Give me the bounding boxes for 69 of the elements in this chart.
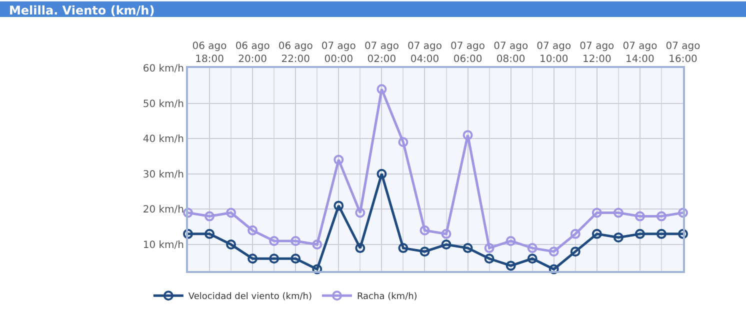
point: [570, 246, 580, 257]
point: [484, 254, 494, 264]
y-tick-label: 30 km/h: [142, 169, 184, 180]
point: [290, 236, 301, 246]
point: [204, 211, 215, 222]
point: [484, 243, 494, 254]
point: [334, 154, 344, 165]
point: [570, 228, 580, 239]
point: [269, 236, 280, 246]
legend-label: Racha (km/h): [356, 292, 418, 302]
point: [506, 260, 516, 271]
point: [634, 228, 645, 239]
y-tick-label: 50 km/h: [142, 98, 184, 110]
point: [678, 208, 688, 218]
x-tick-label: 07 ago 16:00: [666, 41, 700, 65]
x-tick-label: 07 ago 10:00: [536, 41, 572, 65]
point: [527, 254, 538, 264]
point: [269, 254, 280, 264]
point: [462, 130, 473, 140]
point: [204, 228, 215, 239]
point: [420, 246, 430, 257]
point: [248, 254, 258, 264]
x-tick-label: 07 ago 08:00: [494, 41, 528, 65]
point: [656, 228, 666, 239]
point: [312, 264, 322, 274]
point: [441, 228, 452, 239]
x-tick-label: 06 ago 18:00: [192, 41, 227, 65]
point: [548, 246, 559, 257]
point: [656, 211, 666, 222]
text: Melilla. Viento (km/h): [8, 4, 155, 18]
x-tick-label: 07 ago 06:00: [450, 41, 486, 65]
point: [420, 225, 430, 236]
x-tick-label: 07 ago 12:00: [580, 41, 614, 65]
x-tick-label: 07 ago 00:00: [321, 41, 356, 65]
y-tick-label: 60 km/h: [142, 64, 184, 74]
point: [506, 236, 516, 246]
point: [248, 225, 258, 236]
point: [183, 228, 193, 239]
point: [613, 208, 624, 218]
legend-label: Velocidad del viento (km/h): [188, 292, 312, 302]
point: [398, 243, 408, 254]
point: [398, 137, 408, 148]
point: [355, 208, 366, 218]
x-tick-label: 07 ago 02:00: [364, 41, 399, 65]
point: [441, 240, 452, 250]
y-tick-label: 20 km/h: [142, 204, 184, 216]
y-tick-label: 40 km/h: [142, 134, 184, 146]
point: [355, 243, 366, 254]
point: [548, 264, 559, 274]
point: [334, 200, 344, 211]
point: [226, 240, 236, 250]
point: [226, 208, 236, 218]
y-tick-label: 10 km/h: [142, 240, 184, 252]
point: [312, 240, 322, 250]
x-tick-label: 07 ago 04:00: [407, 41, 442, 65]
point: [376, 168, 387, 179]
point: [376, 84, 387, 94]
point: [613, 232, 624, 242]
x-tick-label: 07 ago 14:00: [622, 41, 658, 65]
point: [527, 243, 538, 254]
point: [634, 211, 645, 222]
point: [290, 254, 301, 264]
x-tick-label: 06 ago 20:00: [235, 41, 270, 65]
point: [678, 228, 688, 239]
point: [462, 243, 473, 254]
x-tick-label: 06 ago 22:00: [278, 41, 313, 65]
point: [592, 208, 602, 218]
point: [183, 208, 193, 218]
point: [592, 228, 602, 239]
